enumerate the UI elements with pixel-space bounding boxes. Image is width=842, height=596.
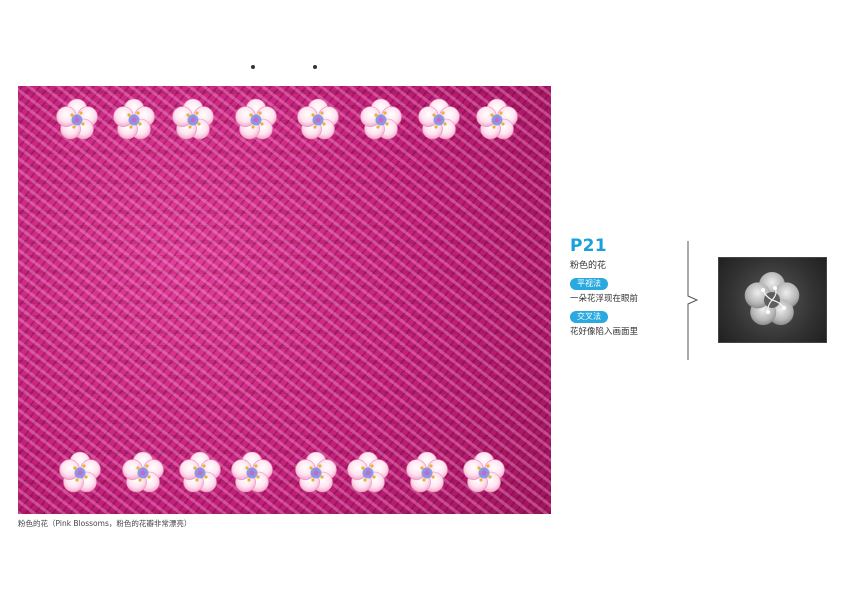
panel-title: 粉色的花 — [570, 261, 607, 271]
blossom-icon — [172, 98, 214, 140]
answer-thumbnail — [718, 257, 827, 343]
blossom-icon — [295, 451, 337, 493]
method-parallel: 平视法 一朵花浮现在眼前 — [570, 271, 638, 304]
method-desc-parallel: 一朵花浮现在眼前 — [570, 294, 639, 304]
blossom-icon — [360, 98, 402, 140]
blossom-icon — [347, 451, 389, 493]
blossom-icon — [406, 451, 448, 493]
brace-icon — [687, 241, 699, 360]
method-badge-parallel: 平视法 — [570, 278, 608, 290]
blossom-icon — [179, 451, 221, 493]
info-panel: P21 粉色的花 平视法 一朵花浮现在眼前 交叉法 花好像陷入画面里 — [570, 236, 638, 337]
blossom-icon — [476, 98, 518, 140]
method-badge-cross: 交叉法 — [570, 311, 608, 323]
stereogram-image — [18, 86, 551, 514]
page-number: P21 — [570, 236, 607, 256]
blossom-icon — [122, 451, 164, 493]
focus-dot-left — [251, 65, 255, 69]
image-caption: 粉色的花（Pink Blossoms，粉色的花瓣非常漂亮） — [18, 519, 192, 528]
focus-dot-right — [313, 65, 317, 69]
blossom-layer — [56, 98, 518, 493]
blossom-icon — [231, 451, 273, 493]
blossom-icon — [418, 98, 460, 140]
blossom-icon — [744, 272, 800, 326]
blossom-icon — [56, 98, 98, 140]
method-desc-cross: 花好像陷入画面里 — [570, 327, 639, 337]
blossom-row-top — [56, 98, 518, 140]
blossom-icon — [463, 451, 505, 493]
blossom-row-bottom — [59, 451, 505, 493]
blossom-icon — [297, 98, 339, 140]
blossom-icon — [59, 451, 101, 493]
method-cross: 交叉法 花好像陷入画面里 — [570, 304, 638, 337]
blossom-icon — [113, 98, 155, 140]
blossom-icon — [235, 98, 277, 140]
